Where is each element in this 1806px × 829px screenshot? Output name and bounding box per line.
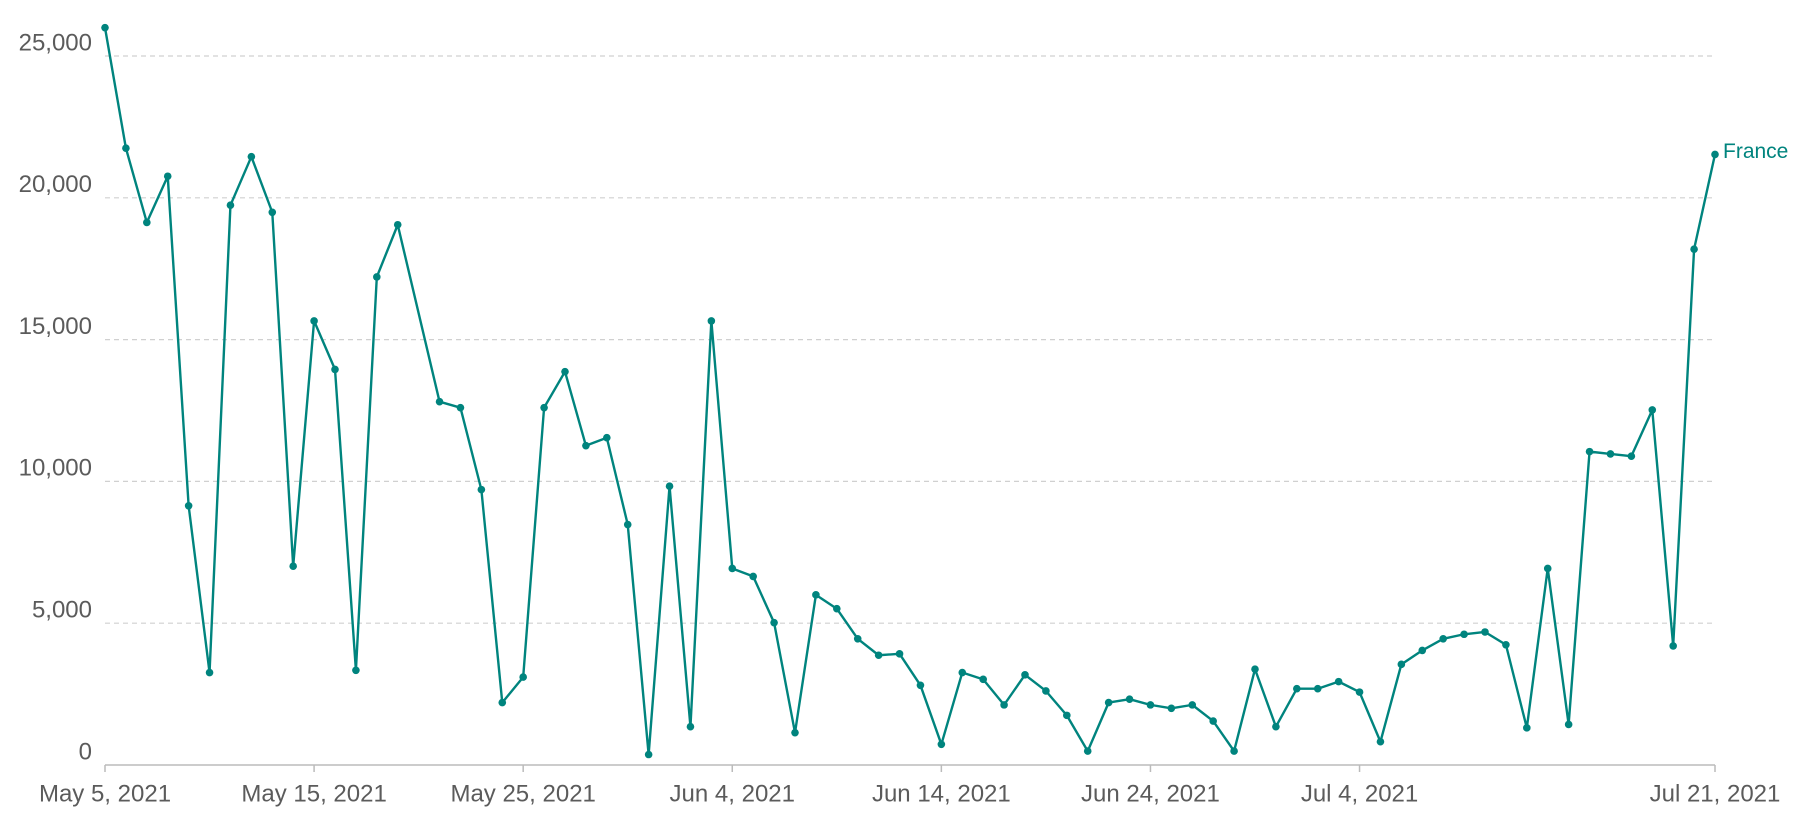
data-point (1293, 684, 1301, 693)
data-point (603, 433, 611, 442)
data-point (1376, 737, 1385, 746)
data-point (1146, 701, 1155, 709)
data-point (1397, 660, 1406, 669)
data-point (812, 591, 820, 599)
x-tick-label: May 25, 2021 (450, 780, 595, 807)
data-point (1000, 701, 1008, 709)
data-point (1083, 747, 1092, 755)
data-point (874, 651, 883, 660)
data-point (749, 572, 757, 581)
data-point (1690, 245, 1698, 253)
series-label: France (1723, 140, 1788, 163)
y-tick-label: 5,000 (32, 597, 92, 624)
x-tick-label: Jun 14, 2021 (872, 780, 1011, 807)
data-point (1334, 677, 1343, 686)
x-tick-label: Jul 4, 2021 (1301, 780, 1418, 807)
data-point (1209, 717, 1217, 725)
data-point (456, 403, 465, 412)
data-point (184, 501, 193, 510)
data-point (122, 144, 130, 152)
data-point (435, 397, 444, 406)
data-point (1125, 695, 1134, 704)
data-point (477, 485, 486, 494)
data-point (373, 273, 381, 281)
data-point (1585, 447, 1594, 456)
data-point (163, 172, 172, 181)
data-point (582, 441, 590, 450)
data-point (1021, 671, 1029, 679)
data-point (310, 317, 318, 325)
y-tick-label: 20,000 (19, 171, 92, 198)
data-point (1502, 640, 1510, 649)
data-point (958, 668, 967, 677)
data-point (979, 675, 987, 684)
data-point (644, 750, 653, 759)
data-point (853, 634, 862, 643)
data-point (205, 668, 214, 677)
data-point (1523, 724, 1531, 732)
data-point (1188, 701, 1197, 709)
data-point (1251, 665, 1259, 673)
data-point (498, 698, 507, 707)
x-tick-label: Jun 24, 2021 (1081, 780, 1220, 807)
data-point (1167, 704, 1176, 713)
data-point (226, 201, 235, 209)
data-point (1355, 688, 1364, 696)
data-point (707, 317, 716, 325)
x-tick-label: Jun 4, 2021 (670, 780, 795, 807)
data-point (1230, 747, 1238, 755)
data-point (101, 23, 109, 32)
data-point (791, 728, 799, 737)
x-tick-label: May 15, 2021 (241, 780, 386, 807)
data-point (1272, 722, 1280, 731)
y-tick-label: 15,000 (19, 313, 92, 340)
data-point (623, 520, 632, 529)
data-point (895, 650, 904, 658)
data-point (143, 218, 151, 227)
data-point (519, 673, 527, 681)
data-point (1564, 720, 1573, 729)
data-point (540, 403, 548, 412)
data-point (1313, 684, 1322, 693)
data-point (1627, 452, 1636, 460)
data-point (1042, 687, 1050, 695)
data-point (1648, 406, 1657, 414)
data-point (289, 562, 297, 570)
data-point (1669, 642, 1677, 650)
data-point (268, 208, 277, 217)
data-point (1606, 450, 1615, 458)
y-tick-label: 10,000 (19, 455, 92, 482)
data-point (916, 681, 925, 690)
data-point (561, 367, 569, 376)
data-point (1711, 150, 1719, 159)
data-point (1104, 698, 1113, 707)
data-point (1460, 630, 1468, 639)
data-point (833, 604, 841, 613)
data-point (352, 666, 360, 675)
x-tick-label: May 5, 2021 (39, 780, 171, 807)
data-point (770, 618, 778, 627)
data-point (665, 482, 674, 491)
data-line (103, 27, 1717, 756)
data-point (728, 564, 737, 573)
data-point (1481, 628, 1489, 636)
data-point (1418, 646, 1427, 655)
data-point (937, 740, 946, 749)
data-point (1439, 634, 1447, 643)
x-tick-label: Jul 21, 2021 (1650, 780, 1781, 807)
data-point (247, 152, 256, 161)
data-point (1063, 711, 1071, 720)
data-point (331, 365, 339, 374)
data-point (393, 220, 402, 229)
y-tick-label: 25,000 (19, 29, 92, 56)
data-point (686, 722, 695, 731)
data-point (1543, 564, 1552, 573)
y-tick-label: 0 (79, 738, 92, 765)
